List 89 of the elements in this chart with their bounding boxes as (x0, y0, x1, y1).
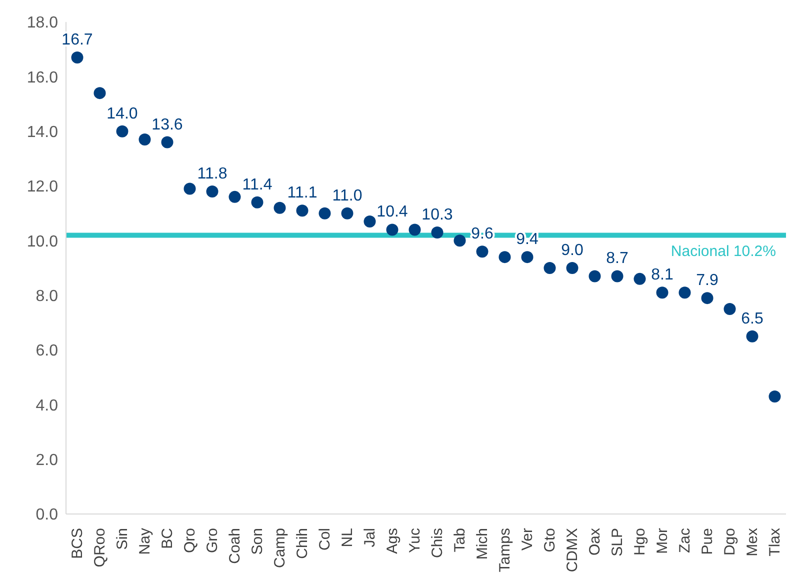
x-tick-label: NL (338, 528, 356, 548)
point (656, 286, 668, 299)
x-tick-label: Nay (136, 528, 154, 555)
x-tick-label: Ver (518, 528, 536, 551)
x-tick-label: Gro (204, 528, 221, 554)
point (94, 87, 106, 100)
point (341, 207, 354, 220)
point (701, 292, 714, 304)
x-tick-label: Hgo (631, 528, 648, 556)
point (408, 224, 421, 236)
x-tick-label: Son (248, 528, 266, 555)
point (251, 196, 264, 208)
point (611, 270, 624, 282)
data-label: 8.1 (651, 266, 674, 284)
point (206, 185, 218, 198)
x-tick-label: Ags (384, 528, 401, 554)
point (634, 272, 646, 285)
data-label: 11.0 (332, 187, 362, 204)
point (544, 262, 556, 274)
y-tick-label: 14.0 (26, 124, 58, 142)
data-label: 7.9 (696, 272, 718, 290)
point (364, 216, 376, 228)
point (724, 303, 736, 315)
x-tick-label: QRoo (91, 528, 108, 568)
x-tick-label: Oax (586, 528, 604, 556)
point (521, 251, 534, 264)
data-label: 13.6 (152, 116, 183, 134)
x-tick-label: Mich (474, 528, 491, 560)
ref-line-label: Nacional 10.2% (670, 242, 776, 260)
x-tick-label: BCS (68, 528, 86, 559)
y-tick-label: 16.0 (26, 69, 58, 86)
x-tick-label: Yuc (406, 528, 424, 554)
point (71, 52, 84, 64)
x-tick-label: Col (316, 528, 334, 551)
point (678, 286, 691, 299)
x-tick-label: Gto (541, 528, 558, 552)
point (476, 246, 488, 258)
data-label: 8.7 (606, 250, 628, 268)
point (161, 136, 174, 148)
x-tick-label: Coah (226, 528, 244, 564)
x-tick-label: Chis (428, 528, 446, 558)
data-label: 11.8 (197, 165, 228, 182)
x-tick-label: Zac (676, 528, 694, 554)
point (184, 182, 196, 195)
x-tick-label: Mor (654, 528, 671, 554)
x-tick-label: Tab (451, 528, 468, 552)
x-tick-label: Pue (698, 528, 716, 555)
point (768, 390, 781, 402)
x-tick-label: Tamps (496, 528, 514, 572)
point (274, 202, 286, 214)
data-label: 16.7 (62, 32, 93, 49)
data-label: 11.4 (242, 176, 272, 194)
point (116, 125, 128, 138)
x-tick-label: Dgo (721, 528, 738, 556)
x-tick-label: CDMX (564, 528, 581, 572)
data-label: 14.0 (106, 105, 138, 122)
point (318, 207, 331, 220)
point (228, 190, 241, 203)
x-tick-label: Sin (114, 528, 131, 550)
y-tick-label: 0.0 (36, 506, 58, 524)
data-label: 10.3 (422, 206, 453, 224)
x-tick-label: SLP (608, 528, 626, 556)
point (386, 224, 398, 236)
data-label: 9.0 (561, 242, 584, 259)
y-tick-label: 2.0 (36, 452, 58, 470)
x-tick-label: Chih (294, 528, 311, 559)
point (138, 134, 151, 146)
y-tick-label: 6.0 (36, 342, 58, 360)
y-tick-label: 10.0 (26, 233, 58, 250)
point (588, 270, 601, 282)
x-tick-label: Camp (271, 528, 288, 568)
x-tick-label: Mex (744, 528, 761, 556)
y-tick-label: 8.0 (36, 288, 58, 306)
data-label: 11.1 (287, 184, 318, 202)
x-tick-label: BC (158, 528, 176, 549)
data-label: 10.4 (376, 204, 408, 221)
point (746, 330, 758, 342)
y-tick-label: 4.0 (36, 397, 58, 414)
data-label: 6.5 (741, 310, 764, 328)
y-tick-label: 18.0 (26, 14, 58, 32)
point (296, 204, 308, 217)
x-tick-label: Qro (181, 528, 198, 554)
x-tick-label: Jal (361, 528, 378, 548)
y-tick-label: 12.0 (26, 178, 58, 196)
point (498, 251, 511, 264)
point (566, 262, 578, 274)
x-tick-label: Tlax (766, 528, 784, 556)
point (431, 226, 444, 238)
point (454, 234, 466, 247)
